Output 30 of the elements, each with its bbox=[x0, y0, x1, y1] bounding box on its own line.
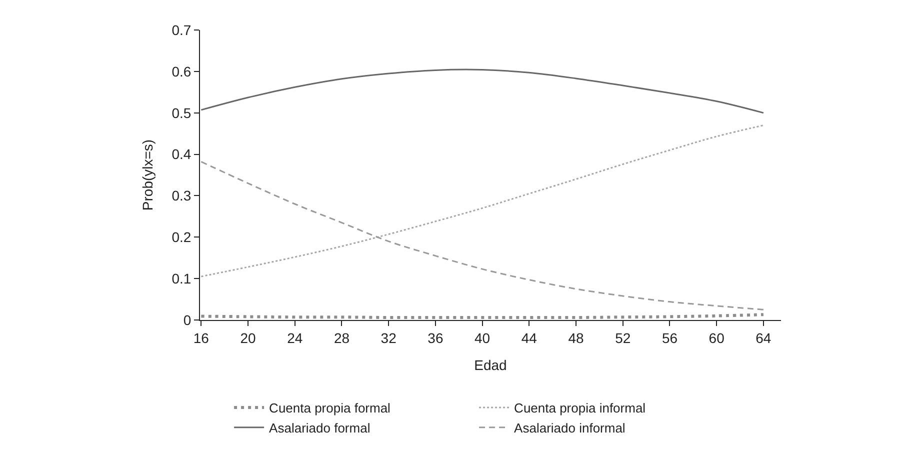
x-tick-label: 56 bbox=[662, 330, 678, 346]
x-tick-label: 44 bbox=[521, 330, 538, 346]
y-tick-label: 0.1 bbox=[172, 270, 192, 286]
x-tick-label: 40 bbox=[474, 330, 490, 346]
y-tick-label: 0.7 bbox=[172, 22, 192, 38]
x-tick-label: 36 bbox=[428, 330, 444, 346]
y-tick-label: 0.4 bbox=[172, 146, 192, 162]
x-tick-label: 32 bbox=[380, 330, 397, 346]
x-tick-label: 64 bbox=[756, 330, 772, 346]
x-tick-label: 60 bbox=[708, 330, 725, 346]
x-tick-label: 52 bbox=[615, 330, 631, 346]
y-tick-label: 0.3 bbox=[172, 188, 192, 204]
x-axis-title: Edad bbox=[474, 357, 507, 374]
legend-label: Cuenta propia informal bbox=[514, 400, 646, 416]
y-tick-label: 0.5 bbox=[172, 104, 192, 121]
x-tick-label: 48 bbox=[568, 330, 584, 346]
y-axis-title: Prob(ylx=s) bbox=[139, 139, 156, 211]
x-tick-label: 16 bbox=[193, 330, 210, 346]
x-tick-label: 28 bbox=[334, 330, 350, 346]
y-tick-label: 0 bbox=[183, 312, 192, 328]
line-series bbox=[200, 124, 764, 278]
y-tick-label: 0.6 bbox=[172, 63, 192, 80]
legend-label: Cuenta propia formal bbox=[269, 400, 391, 416]
y-tick-label: 0.2 bbox=[172, 229, 192, 246]
line-series bbox=[200, 68, 764, 114]
legend-label: Asalariado formal bbox=[269, 420, 370, 436]
x-tick-label: 24 bbox=[287, 330, 303, 346]
legend-label: Asalariado informal bbox=[514, 420, 626, 436]
x-tick-label: 20 bbox=[240, 330, 256, 346]
line-series bbox=[200, 160, 764, 310]
